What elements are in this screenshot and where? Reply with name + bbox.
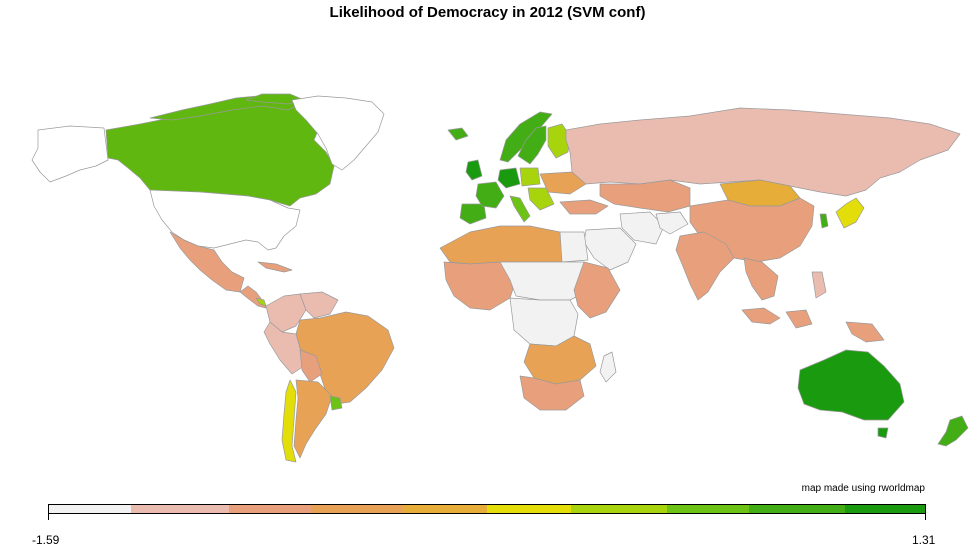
region-italy xyxy=(509,195,531,223)
region-indonesia-2 xyxy=(785,309,813,329)
region-iran xyxy=(619,211,665,245)
region-egypt xyxy=(559,231,589,263)
color-legend xyxy=(48,504,926,514)
region-india xyxy=(675,231,735,301)
region-germany xyxy=(497,167,521,189)
legend-bin-4 xyxy=(311,505,403,513)
region-russia xyxy=(565,107,961,197)
region-japan xyxy=(835,197,865,229)
region-australia xyxy=(797,349,905,421)
region-afghanistan xyxy=(655,211,689,235)
region-sweden xyxy=(517,125,547,165)
region-png xyxy=(845,321,885,343)
legend-bin-5 xyxy=(403,505,487,513)
region-norway xyxy=(499,111,553,163)
region-mexico xyxy=(169,231,245,293)
region-chile xyxy=(281,379,297,463)
region-philippines xyxy=(811,271,827,299)
map-credit: map made using rworldmap xyxy=(801,483,925,494)
region-turkey xyxy=(559,199,609,215)
legend-tick-min xyxy=(48,514,49,520)
region-new-zealand xyxy=(937,415,969,447)
legend-bin-1 xyxy=(49,505,131,513)
region-indonesia-1 xyxy=(741,307,781,325)
legend-bin-7 xyxy=(571,505,667,513)
legend-bin-10 xyxy=(845,505,925,513)
region-iceland xyxy=(447,127,469,141)
region-poland xyxy=(519,167,541,187)
region-argentina xyxy=(293,379,333,459)
legend-min-label: -1.59 xyxy=(32,533,60,547)
legend-bin-9 xyxy=(749,505,845,513)
region-south-africa xyxy=(519,375,585,411)
map-title: Likelihood of Democracy in 2012 (SVM con… xyxy=(329,4,646,21)
region-venezuela xyxy=(299,291,339,319)
region-cuba xyxy=(257,261,293,273)
legend-tick-max xyxy=(925,514,926,520)
legend-bin-2 xyxy=(131,505,229,513)
region-korea xyxy=(819,213,829,229)
region-usa xyxy=(149,189,301,251)
region-se-asia xyxy=(743,257,779,301)
region-kazakhstan xyxy=(599,179,691,213)
region-canada xyxy=(105,103,335,207)
region-france xyxy=(475,181,505,209)
region-alaska xyxy=(31,125,109,183)
region-central-africa xyxy=(509,297,579,347)
legend-bin-6 xyxy=(487,505,571,513)
region-balkans xyxy=(527,187,555,211)
region-madagascar xyxy=(599,351,617,383)
region-south-africa-north xyxy=(523,335,597,385)
region-east-africa xyxy=(573,261,621,319)
legend-bin-8 xyxy=(667,505,749,513)
legend-bin-3 xyxy=(229,505,311,513)
region-ukraine xyxy=(539,171,587,195)
region-uk xyxy=(465,159,483,181)
region-peru xyxy=(263,321,305,375)
region-bolivia xyxy=(299,349,323,383)
region-finland xyxy=(547,123,571,159)
region-tasmania xyxy=(877,427,889,439)
legend-max-label: 1.31 xyxy=(912,533,936,547)
region-spain xyxy=(459,203,487,225)
region-west-africa xyxy=(443,261,517,311)
region-greenland xyxy=(291,95,385,171)
region-uruguay xyxy=(329,395,343,411)
